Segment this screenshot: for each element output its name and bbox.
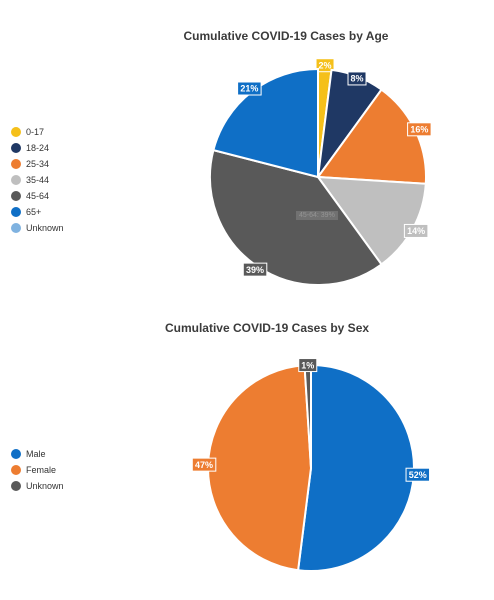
sex-chart-legend: Male Female Unknown — [11, 446, 64, 494]
sex-chart-title: Cumulative COVID-19 Cases by Sex — [164, 321, 370, 335]
data-label-box — [403, 223, 429, 238]
legend-swatch — [11, 465, 21, 475]
sex-chart-panel: Cumulative COVID-19 Cases by Sex Male Fem… — [0, 300, 494, 600]
legend-item-25-34[interactable]: 25-34 — [11, 156, 64, 172]
data-label: 2% — [319, 60, 332, 70]
data-label-box — [315, 58, 335, 73]
legend-label: Female — [26, 465, 57, 475]
legend-label: 0-17 — [26, 127, 45, 137]
data-label-box — [237, 81, 262, 96]
legend-swatch — [11, 127, 21, 137]
legend-swatch — [11, 191, 21, 201]
data-label: 14% — [407, 226, 425, 236]
data-label-box — [347, 71, 367, 86]
data-label: 47% — [195, 460, 213, 470]
legend-label: Unknown — [26, 481, 64, 491]
sex-pie-chart: 52% 47% 1% — [191, 358, 431, 572]
legend-item-45-64[interactable]: 45-64 — [11, 188, 64, 204]
legend-label: Male — [26, 449, 46, 459]
legend-item-male[interactable]: Male — [11, 446, 64, 462]
legend-swatch — [11, 207, 21, 217]
age-hover-tooltip: 45-64: 39% — [296, 211, 338, 220]
data-label: 52% — [409, 470, 427, 480]
legend-label: 25-34 — [26, 159, 50, 169]
data-label: 21% — [240, 84, 258, 94]
data-label-box — [191, 457, 217, 472]
age-pie-chart: 2% 8% 16% 14% 39% 21% — [209, 58, 432, 286]
data-label-box — [298, 358, 318, 373]
legend-swatch — [11, 223, 21, 233]
age-chart-legend: 0-17 18-24 25-34 35-44 45-64 65+ Unknown — [11, 124, 64, 236]
pie-slice-female[interactable] — [207, 364, 313, 572]
data-label: 1% — [301, 360, 314, 370]
legend-item-unknown[interactable]: Unknown — [11, 478, 64, 494]
legend-item-unknown[interactable]: Unknown — [11, 220, 64, 236]
legend-item-65-[interactable]: 65+ — [11, 204, 64, 220]
legend-swatch — [11, 449, 21, 459]
legend-swatch — [11, 143, 21, 153]
legend-label: 65+ — [26, 207, 42, 217]
legend-label: Unknown — [26, 223, 64, 233]
data-label-box — [407, 122, 432, 137]
legend-swatch — [11, 159, 21, 169]
legend-item-0-17[interactable]: 0-17 — [11, 124, 64, 140]
age-chart-title: Cumulative COVID-19 Cases by Age — [183, 29, 389, 43]
legend-item-35-44[interactable]: 35-44 — [11, 172, 64, 188]
data-label: 16% — [410, 125, 428, 135]
legend-swatch — [11, 175, 21, 185]
data-label: 8% — [351, 74, 364, 84]
data-label: 39% — [246, 265, 264, 275]
legend-label: 35-44 — [26, 175, 50, 185]
legend-item-18-24[interactable]: 18-24 — [11, 140, 64, 156]
legend-label: 45-64 — [26, 191, 50, 201]
pie-slice-male[interactable] — [296, 363, 415, 572]
data-label-box — [405, 467, 431, 482]
legend-swatch — [11, 481, 21, 491]
legend-label: 18-24 — [26, 143, 50, 153]
age-chart-panel: Cumulative COVID-19 Cases by Age 0-17 18-… — [11, 29, 432, 286]
data-label-box — [242, 262, 268, 277]
legend-item-female[interactable]: Female — [11, 462, 64, 478]
